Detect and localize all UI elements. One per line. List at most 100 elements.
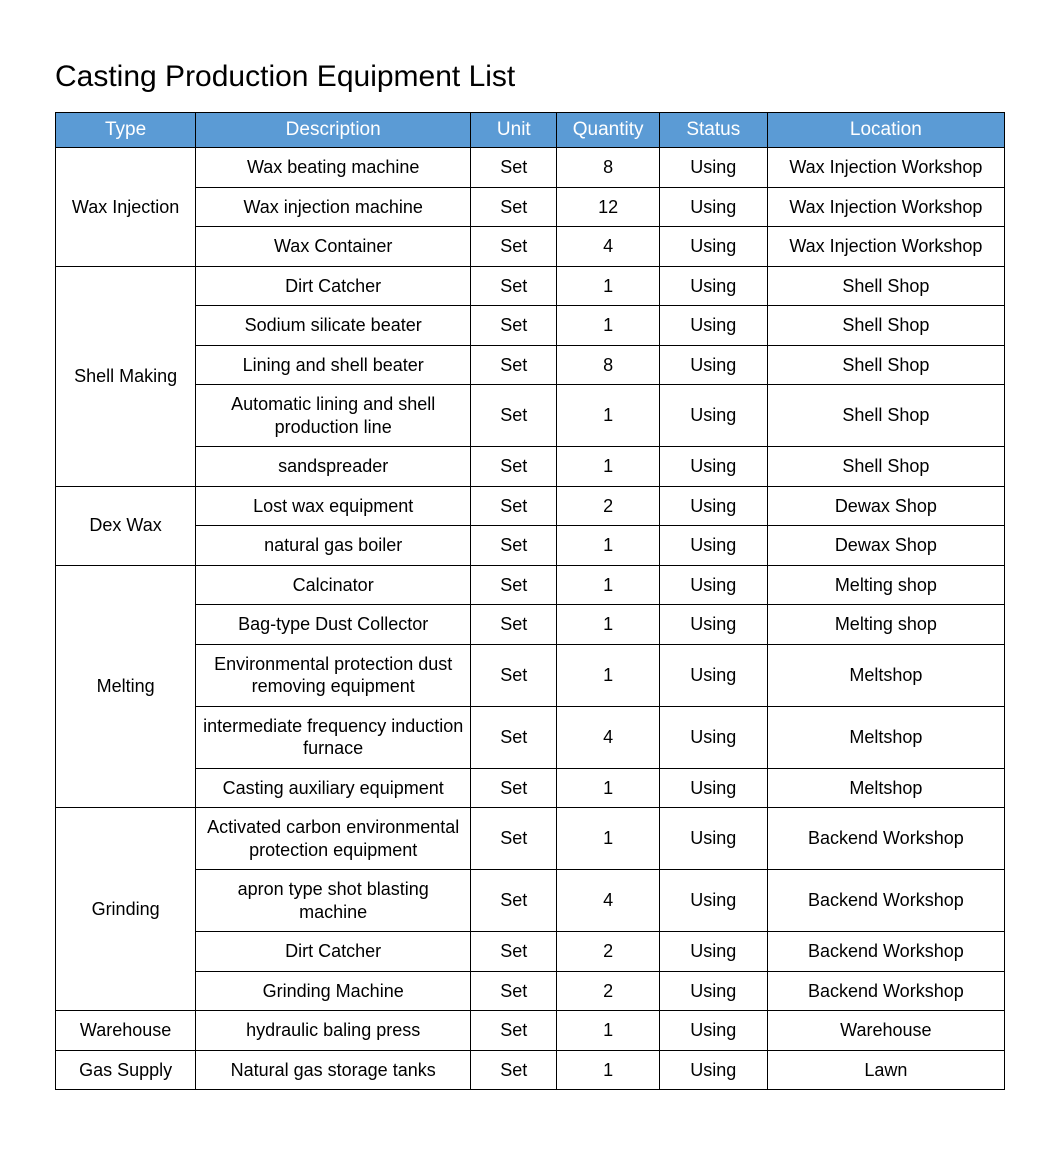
cell-unit: Set bbox=[471, 385, 557, 447]
table-row: Casting auxiliary equipmentSet1UsingMelt… bbox=[56, 768, 1005, 808]
table-header-row: Type Description Unit Quantity Status Lo… bbox=[56, 113, 1005, 148]
cell-location: Backend Workshop bbox=[767, 971, 1004, 1011]
cell-status: Using bbox=[659, 605, 767, 645]
cell-status: Using bbox=[659, 870, 767, 932]
cell-quantity: 8 bbox=[557, 148, 659, 188]
cell-quantity: 1 bbox=[557, 565, 659, 605]
table-row: sandspreaderSet1UsingShell Shop bbox=[56, 447, 1005, 487]
cell-unit: Set bbox=[471, 768, 557, 808]
cell-status: Using bbox=[659, 706, 767, 768]
cell-description: intermediate frequency induction furnace bbox=[196, 706, 471, 768]
cell-type: Grinding bbox=[56, 808, 196, 1011]
col-header-status: Status bbox=[659, 113, 767, 148]
table-row: Dex WaxLost wax equipmentSet2UsingDewax … bbox=[56, 486, 1005, 526]
cell-unit: Set bbox=[471, 605, 557, 645]
cell-description: Wax beating machine bbox=[196, 148, 471, 188]
col-header-quantity: Quantity bbox=[557, 113, 659, 148]
cell-unit: Set bbox=[471, 644, 557, 706]
table-row: Warehousehydraulic baling pressSet1Using… bbox=[56, 1011, 1005, 1051]
cell-status: Using bbox=[659, 565, 767, 605]
table-body: Wax InjectionWax beating machineSet8Usin… bbox=[56, 148, 1005, 1090]
cell-status: Using bbox=[659, 486, 767, 526]
cell-unit: Set bbox=[471, 565, 557, 605]
col-header-unit: Unit bbox=[471, 113, 557, 148]
cell-description: Calcinator bbox=[196, 565, 471, 605]
cell-description: hydraulic baling press bbox=[196, 1011, 471, 1051]
cell-unit: Set bbox=[471, 971, 557, 1011]
cell-quantity: 4 bbox=[557, 227, 659, 267]
cell-location: Wax Injection Workshop bbox=[767, 187, 1004, 227]
cell-location: Meltshop bbox=[767, 768, 1004, 808]
cell-type: Melting bbox=[56, 565, 196, 808]
table-row: Bag-type Dust CollectorSet1UsingMelting … bbox=[56, 605, 1005, 645]
cell-unit: Set bbox=[471, 345, 557, 385]
cell-location: Shell Shop bbox=[767, 345, 1004, 385]
cell-description: Dirt Catcher bbox=[196, 932, 471, 972]
cell-status: Using bbox=[659, 187, 767, 227]
cell-description: Automatic lining and shell production li… bbox=[196, 385, 471, 447]
page: Casting Production Equipment List Type D… bbox=[0, 0, 1060, 1160]
cell-unit: Set bbox=[471, 227, 557, 267]
cell-status: Using bbox=[659, 227, 767, 267]
cell-status: Using bbox=[659, 1011, 767, 1051]
cell-unit: Set bbox=[471, 306, 557, 346]
col-header-location: Location bbox=[767, 113, 1004, 148]
cell-quantity: 1 bbox=[557, 447, 659, 487]
cell-description: apron type shot blasting machine bbox=[196, 870, 471, 932]
table-row: natural gas boilerSet1UsingDewax Shop bbox=[56, 526, 1005, 566]
cell-status: Using bbox=[659, 768, 767, 808]
cell-quantity: 12 bbox=[557, 187, 659, 227]
cell-status: Using bbox=[659, 447, 767, 487]
cell-type: Gas Supply bbox=[56, 1050, 196, 1090]
table-row: Environmental protection dust removing e… bbox=[56, 644, 1005, 706]
table-row: Wax InjectionWax beating machineSet8Usin… bbox=[56, 148, 1005, 188]
cell-quantity: 8 bbox=[557, 345, 659, 385]
cell-quantity: 1 bbox=[557, 266, 659, 306]
table-header: Type Description Unit Quantity Status Lo… bbox=[56, 113, 1005, 148]
cell-unit: Set bbox=[471, 932, 557, 972]
cell-unit: Set bbox=[471, 1011, 557, 1051]
equipment-table: Type Description Unit Quantity Status Lo… bbox=[55, 112, 1005, 1090]
cell-quantity: 1 bbox=[557, 385, 659, 447]
cell-quantity: 1 bbox=[557, 306, 659, 346]
cell-location: Melting shop bbox=[767, 605, 1004, 645]
cell-status: Using bbox=[659, 266, 767, 306]
cell-status: Using bbox=[659, 808, 767, 870]
cell-description: Casting auxiliary equipment bbox=[196, 768, 471, 808]
cell-unit: Set bbox=[471, 706, 557, 768]
cell-status: Using bbox=[659, 932, 767, 972]
cell-unit: Set bbox=[471, 808, 557, 870]
cell-description: Activated carbon environmental protectio… bbox=[196, 808, 471, 870]
cell-location: Dewax Shop bbox=[767, 486, 1004, 526]
col-header-description: Description bbox=[196, 113, 471, 148]
cell-description: Lost wax equipment bbox=[196, 486, 471, 526]
cell-location: Shell Shop bbox=[767, 447, 1004, 487]
cell-location: Backend Workshop bbox=[767, 932, 1004, 972]
cell-location: Backend Workshop bbox=[767, 870, 1004, 932]
cell-location: Shell Shop bbox=[767, 306, 1004, 346]
cell-type: Wax Injection bbox=[56, 148, 196, 267]
table-row: Wax ContainerSet4UsingWax Injection Work… bbox=[56, 227, 1005, 267]
cell-status: Using bbox=[659, 971, 767, 1011]
table-row: Gas SupplyNatural gas storage tanksSet1U… bbox=[56, 1050, 1005, 1090]
table-row: MeltingCalcinatorSet1UsingMelting shop bbox=[56, 565, 1005, 605]
cell-location: Meltshop bbox=[767, 706, 1004, 768]
cell-quantity: 1 bbox=[557, 605, 659, 645]
table-row: intermediate frequency induction furnace… bbox=[56, 706, 1005, 768]
cell-location: Wax Injection Workshop bbox=[767, 148, 1004, 188]
cell-unit: Set bbox=[471, 526, 557, 566]
cell-quantity: 1 bbox=[557, 526, 659, 566]
cell-unit: Set bbox=[471, 486, 557, 526]
cell-description: Grinding Machine bbox=[196, 971, 471, 1011]
cell-description: Bag-type Dust Collector bbox=[196, 605, 471, 645]
cell-quantity: 2 bbox=[557, 932, 659, 972]
cell-quantity: 1 bbox=[557, 768, 659, 808]
cell-unit: Set bbox=[471, 447, 557, 487]
table-row: Automatic lining and shell production li… bbox=[56, 385, 1005, 447]
cell-description: natural gas boiler bbox=[196, 526, 471, 566]
cell-unit: Set bbox=[471, 870, 557, 932]
cell-location: Dewax Shop bbox=[767, 526, 1004, 566]
cell-quantity: 2 bbox=[557, 971, 659, 1011]
cell-unit: Set bbox=[471, 266, 557, 306]
table-row: Sodium silicate beaterSet1UsingShell Sho… bbox=[56, 306, 1005, 346]
